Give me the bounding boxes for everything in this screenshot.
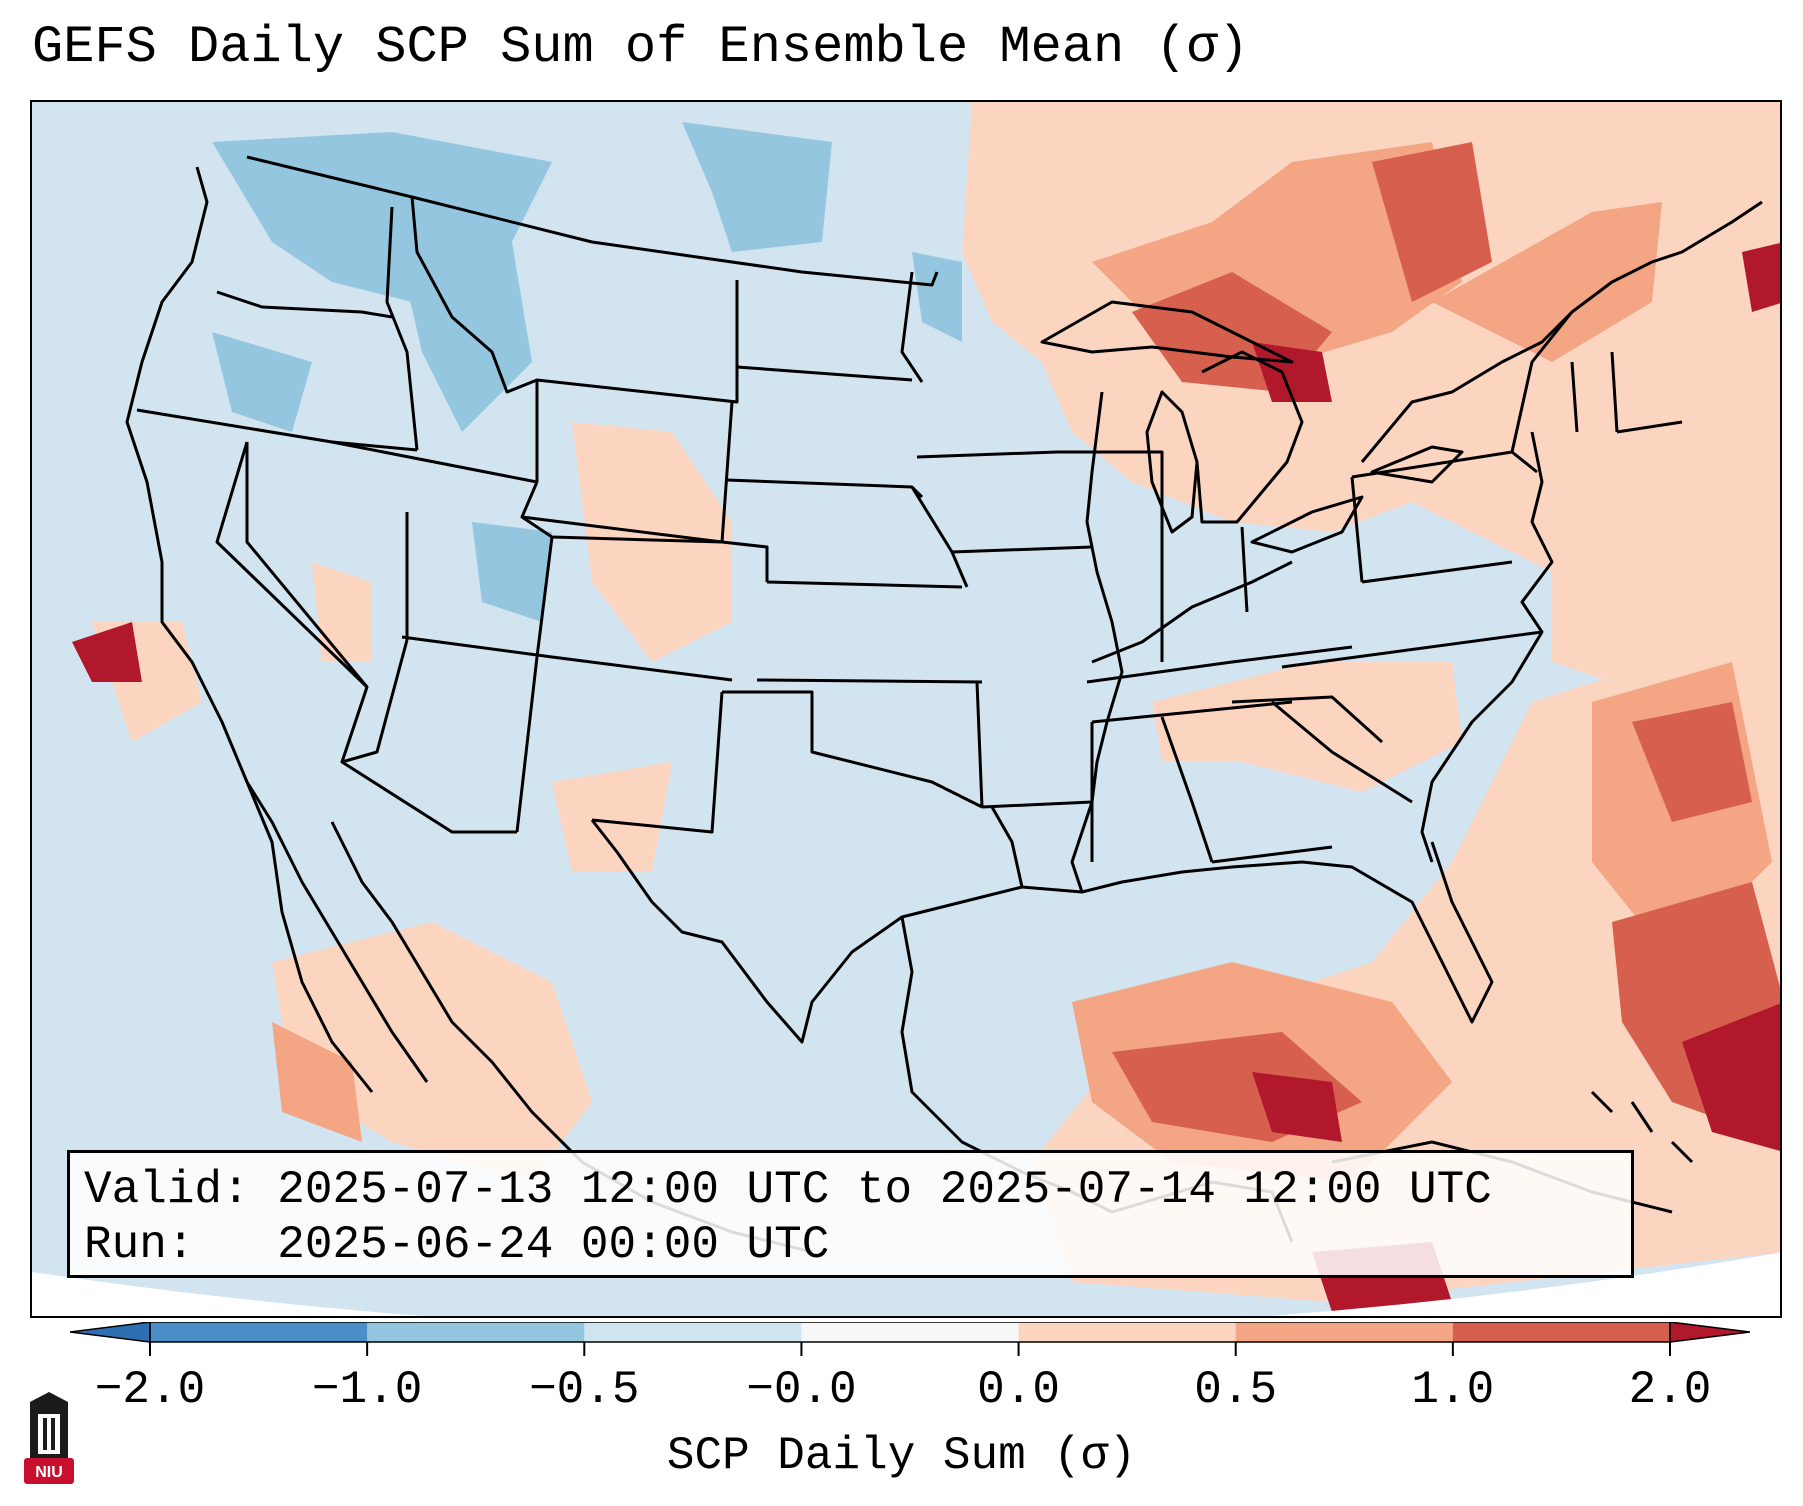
extreme-patch-pacific (72, 622, 142, 682)
tn-ky-line (1086, 645, 1353, 684)
colorbar-tick-label: −1.0 (311, 1364, 423, 1416)
validity-info-box: Valid: 2025-07-13 12:00 UTC to 2025-07-1… (67, 1150, 1634, 1278)
mn-ia-line (916, 450, 1058, 459)
colorbar-bin-4 (1018, 1322, 1237, 1342)
co-ks-line (721, 540, 769, 582)
co-nm-line (515, 656, 539, 833)
niu-logo-icon (24, 1392, 74, 1484)
colorbar-outline (149, 1322, 1671, 1343)
wa-or-border (216, 290, 393, 319)
pa-south-line (1361, 560, 1513, 584)
negative-patch-nd (682, 122, 832, 252)
scp-field-patches (72, 102, 1780, 1312)
in-oh-line (1240, 526, 1249, 613)
nv-az-line (215, 441, 369, 763)
colorbar-bin-6 (1452, 1322, 1671, 1342)
lake-michigan (1145, 390, 1199, 534)
lake-erie (1250, 495, 1364, 554)
mt-wy-line (536, 280, 739, 404)
colorbar-bin-1 (367, 1322, 585, 1342)
strong-patch-offshore (1632, 702, 1752, 822)
nc-sc-line (1231, 695, 1384, 744)
us-canada-border (246, 155, 939, 287)
california-nevada (245, 442, 369, 688)
colorbar-bin-5 (1235, 1322, 1454, 1342)
oh-river (1091, 560, 1293, 664)
map-panel (30, 100, 1782, 1318)
negative-patch-utah (472, 522, 552, 622)
ia-mo-line (951, 545, 1093, 554)
colorbar-tick-label: −0.0 (746, 1364, 857, 1416)
moderate-patch-canada (1432, 202, 1662, 362)
ne-states (1570, 351, 1683, 434)
valid-value: 2025-07-13 12:00 UTC to 2025-07-14 12:00… (277, 1164, 1492, 1216)
ok-ar-line (975, 681, 984, 808)
chart-title: GEFS Daily SCP Sum of Ensemble Mean (σ) (32, 18, 1249, 77)
extreme-patch-bahamas (1682, 1002, 1780, 1152)
gulf-coast (1021, 841, 1494, 1024)
extreme-patch-lake-huron (1252, 342, 1332, 402)
ks-ok-line (756, 678, 983, 684)
colorbar-extend-low (70, 1322, 151, 1343)
colorbar-bin-3 (801, 1322, 1020, 1342)
oh-pa-line (1350, 476, 1364, 583)
az-nm-line (340, 639, 517, 834)
canada-ne-border (1360, 310, 1574, 463)
atlantic-coast (1420, 431, 1554, 863)
ut-co-line (535, 536, 554, 658)
texas-outline (590, 806, 1024, 1044)
run-label: Run: (84, 1219, 195, 1271)
ne-ks-border (910, 486, 969, 588)
colorbar-bin-2 (584, 1322, 802, 1342)
colorbar-tick-label: −2.0 (94, 1364, 206, 1416)
tn-south-line (1091, 700, 1293, 724)
positive-patch-carolinas (1152, 662, 1462, 792)
niu-logo: NIU (20, 1392, 78, 1488)
valid-label: Valid: (84, 1164, 250, 1216)
id-wa-or-line (385, 206, 419, 451)
ar-la-line (981, 800, 1093, 809)
run-value: 2025-06-24 00:00 UTC (277, 1219, 830, 1271)
colorbar-tick-label: 0.5 (1194, 1364, 1278, 1416)
mississippi-river (1070, 391, 1124, 893)
map-canvas (32, 102, 1780, 1316)
bahamas (1590, 1090, 1694, 1164)
wy-co-line (521, 515, 723, 544)
colorbar-tick-label: −0.5 (529, 1364, 640, 1416)
colorbar-bin-0 (150, 1322, 368, 1342)
baja-peninsula (245, 781, 429, 1083)
niu-logo-text: NIU (35, 1464, 63, 1481)
moderate-patch-mexico-west (272, 1022, 362, 1142)
colorbar-label: SCP Daily Sum (σ) (666, 1430, 1137, 1482)
negative-patch-oregon (212, 332, 312, 432)
ne-ks-line (766, 580, 963, 589)
new-england (1510, 200, 1763, 453)
ut-az-line (401, 635, 733, 682)
al-ga-line (1160, 716, 1214, 863)
wy-outline (520, 401, 734, 544)
colorbar-tick-label: 2.0 (1628, 1364, 1712, 1416)
strong-patch-ontario (1372, 142, 1492, 302)
colorbar-tick-label: 0.0 (977, 1364, 1060, 1416)
nm-tx-line (591, 691, 724, 834)
positive-patch-nm (552, 762, 672, 872)
colorbar-extend-high (1669, 1322, 1750, 1343)
extreme-patch-gulf (1252, 1072, 1342, 1142)
lake-ontario (1370, 445, 1464, 484)
nd-mn-line (900, 271, 924, 383)
lake-superior (1040, 300, 1294, 364)
colorbar-tick-label: 1.0 (1411, 1364, 1495, 1416)
colorbar (70, 1322, 1750, 1356)
nd-sd-line (736, 365, 913, 382)
sc-ga-line (1271, 700, 1413, 804)
ok-tx-line (722, 690, 983, 809)
negative-patch-mn (912, 252, 962, 342)
positive-patch-colorado (572, 422, 732, 662)
pacific-coast (125, 166, 374, 1093)
id-ut-line (331, 440, 538, 484)
extreme-patch-maine (1742, 242, 1780, 312)
va-nc-line (1281, 630, 1543, 669)
ga-fl-line (1211, 845, 1333, 864)
